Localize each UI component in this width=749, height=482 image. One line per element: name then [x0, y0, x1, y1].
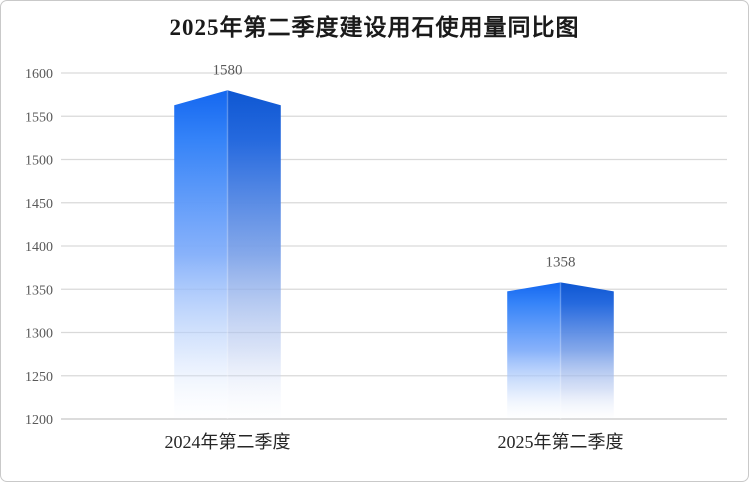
chart-title: 2025年第二季度建设用石使用量同比图	[169, 15, 580, 40]
bar-left-face	[507, 282, 561, 419]
y-tick-label: 1600	[25, 67, 53, 82]
y-tick-label: 1450	[25, 197, 53, 212]
bar-value-label: 1358	[546, 254, 576, 270]
x-category-label: 2025年第二季度	[498, 432, 624, 452]
bar-right-face	[227, 90, 281, 420]
y-tick-label: 1350	[25, 283, 53, 298]
y-tick-label: 1300	[25, 327, 53, 342]
y-tick-label: 1400	[25, 240, 53, 255]
y-tick-label: 1500	[25, 154, 53, 169]
bar-left-face	[174, 90, 228, 420]
y-tick-label: 1250	[25, 370, 53, 385]
x-category-label: 2024年第二季度	[165, 432, 291, 452]
bar-right-face	[560, 282, 614, 419]
y-tick-label: 1550	[25, 110, 53, 125]
y-tick-label: 1200	[25, 413, 53, 428]
bar-value-label: 1580	[213, 62, 243, 78]
